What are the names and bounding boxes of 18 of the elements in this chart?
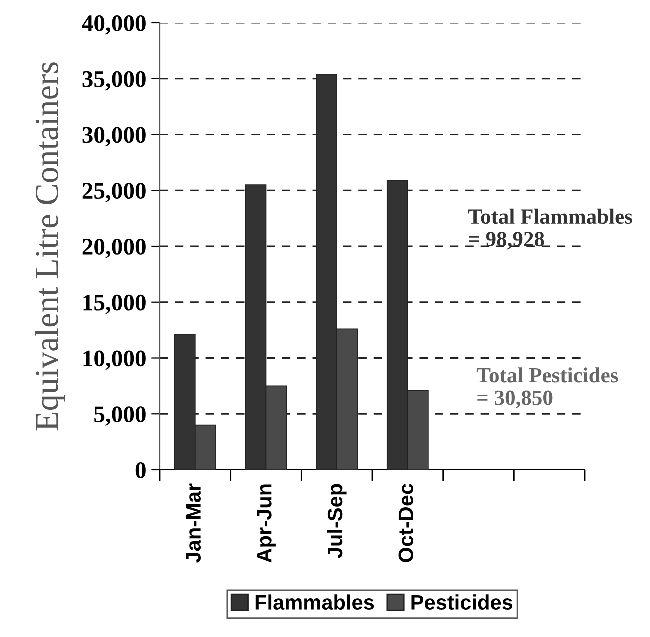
x-tick-label: Oct-Dec <box>398 484 414 562</box>
y-tick-label: 30,000 <box>82 127 146 147</box>
y-tick-label: 15,000 <box>84 294 146 314</box>
y-axis-title: Equivalent Litre Containers <box>34 62 66 431</box>
y-tick-label: 40,000 <box>82 15 146 35</box>
annotation: Total Flammables = 98,928 <box>468 208 632 250</box>
y-tick-label: 0 <box>136 462 146 478</box>
y-tick-label: 35,000 <box>82 71 146 91</box>
y-tick-label: 5,000 <box>94 406 146 426</box>
x-tick-label: Jul-Sep <box>327 484 347 558</box>
y-tick-label: 25,000 <box>82 183 146 202</box>
legend-label: Flammables <box>256 594 374 610</box>
legend-label: Pesticides <box>412 594 513 610</box>
annotation: Total Pesticides = 30,850 <box>476 368 618 408</box>
y-tick-label: 20,000 <box>82 238 146 258</box>
y-tick-label: 10,000 <box>84 350 146 370</box>
x-tick-label: Jan-Mar <box>186 484 202 563</box>
x-tick-label: Apr-Jun <box>257 484 276 563</box>
